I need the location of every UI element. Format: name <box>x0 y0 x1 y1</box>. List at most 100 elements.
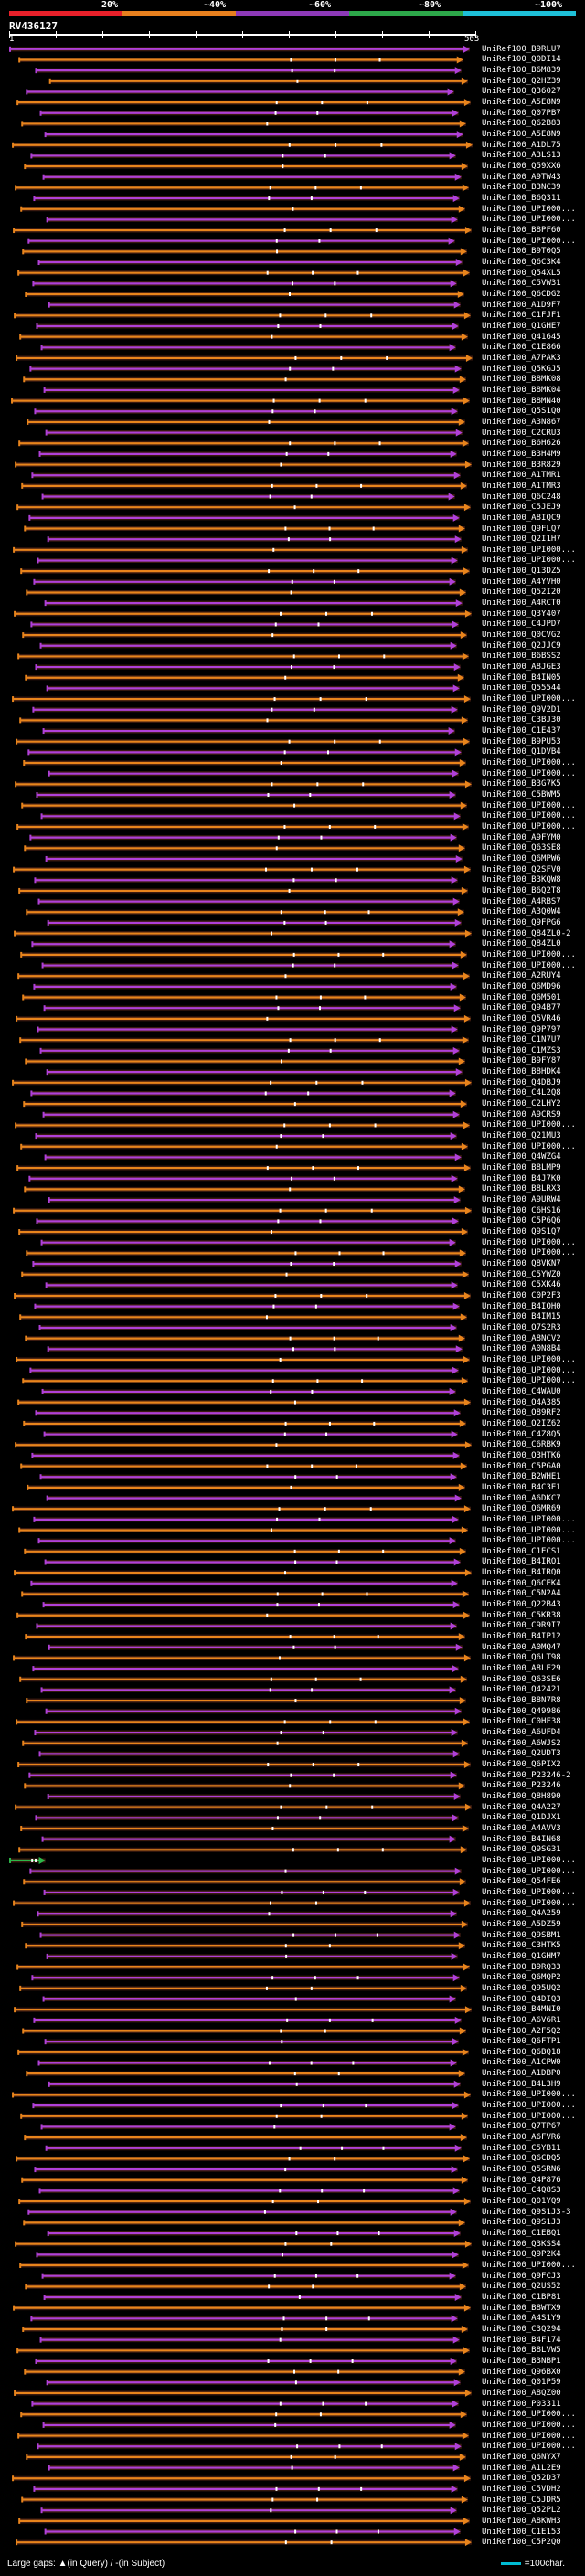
hit-row[interactable] <box>17 652 469 661</box>
hit-row[interactable] <box>42 727 455 736</box>
hit-id-label[interactable]: UniRef100_B6M839 <box>482 66 561 76</box>
hit-id-label[interactable]: UniRef100_C3BJ30 <box>482 716 561 726</box>
hit-id-label[interactable]: UniRef100_C5P6Q6 <box>482 1216 561 1226</box>
hit-row[interactable] <box>23 1878 466 1886</box>
hit-row[interactable] <box>42 1601 460 1609</box>
hit-id-label[interactable]: UniRef100_A7PAK3 <box>482 353 561 363</box>
hit-row[interactable] <box>24 1547 466 1555</box>
hit-row[interactable] <box>44 599 463 608</box>
hit-id-label[interactable]: UniRef100_Q3HTK6 <box>482 1450 561 1460</box>
hit-row[interactable] <box>16 1718 470 1726</box>
hit-row[interactable] <box>33 2016 462 2024</box>
hit-row[interactable] <box>32 705 458 714</box>
hit-row[interactable] <box>48 1196 461 1204</box>
hit-id-label[interactable]: UniRef100_UPI000... <box>482 1898 576 1908</box>
hit-id-label[interactable]: UniRef100_Q62B83 <box>482 119 561 129</box>
hit-row[interactable] <box>14 1292 471 1299</box>
hit-id-label[interactable]: UniRef100_Q54XL5 <box>482 268 561 278</box>
hit-row[interactable] <box>42 173 462 181</box>
hit-id-label[interactable]: UniRef100_C5PGA0 <box>482 1461 561 1471</box>
hit-id-label[interactable]: UniRef100_UPI000... <box>482 1887 576 1897</box>
hit-id-label[interactable]: UniRef100_Q6FTP1 <box>482 2037 561 2047</box>
hit-id-label[interactable]: UniRef100_A6FVR6 <box>482 2133 561 2143</box>
hit-row[interactable] <box>45 1707 462 1715</box>
hit-id-label[interactable]: UniRef100_A6V6R1 <box>482 2015 561 2025</box>
hit-id-label[interactable]: UniRef100_A5DZ59 <box>482 1919 561 1929</box>
hit-id-label[interactable]: UniRef100_Q6PIX2 <box>482 1760 561 1770</box>
hit-row[interactable] <box>26 1697 466 1705</box>
hit-row[interactable] <box>31 1451 460 1459</box>
hit-id-label[interactable]: UniRef100_UPI000... <box>482 811 576 822</box>
hit-id-label[interactable]: UniRef100_A8JGE3 <box>482 663 561 673</box>
hit-row[interactable] <box>14 2006 472 2014</box>
hit-row[interactable] <box>23 1419 466 1427</box>
hit-row[interactable] <box>35 2357 457 2365</box>
hit-id-label[interactable]: UniRef100_C6HS16 <box>482 1205 561 1215</box>
hit-id-label[interactable]: UniRef100_C1N7U7 <box>482 1035 561 1045</box>
hit-row[interactable] <box>45 1281 458 1289</box>
hit-id-label[interactable]: UniRef100_Q84ZL0-2 <box>482 928 571 938</box>
hit-row[interactable] <box>13 546 468 554</box>
hit-id-label[interactable]: UniRef100_P23246-2 <box>482 1770 571 1780</box>
hit-row[interactable] <box>37 2059 457 2067</box>
hit-row[interactable] <box>16 354 473 362</box>
hit-id-label[interactable]: UniRef100_A1TMR1 <box>482 471 561 481</box>
hit-id-label[interactable]: UniRef100_B9RQ33 <box>482 1962 561 1972</box>
hit-id-label[interactable]: UniRef100_C5BWM5 <box>482 790 561 800</box>
hit-id-label[interactable]: UniRef100_Q36027 <box>482 87 561 97</box>
hit-row[interactable] <box>9 45 470 53</box>
hit-row[interactable] <box>13 1899 471 1907</box>
hit-row[interactable] <box>11 397 470 405</box>
hit-row[interactable] <box>48 769 459 778</box>
hit-row[interactable] <box>30 2315 458 2323</box>
hit-row[interactable] <box>12 2091 471 2099</box>
hit-id-label[interactable]: UniRef100_B4J7K0 <box>482 1173 561 1183</box>
hit-id-label[interactable]: UniRef100_C5N2A4 <box>482 1589 561 1599</box>
hit-id-label[interactable]: UniRef100_Q89RF2 <box>482 1408 561 1418</box>
hit-id-label[interactable]: UniRef100_A5E8N9 <box>482 98 561 108</box>
hit-id-label[interactable]: UniRef100_C5VW31 <box>482 279 561 289</box>
hit-id-label[interactable]: UniRef100_B3KQW8 <box>482 875 561 885</box>
hit-id-label[interactable]: UniRef100_Q0DI14 <box>482 55 561 65</box>
hit-row[interactable] <box>43 1004 461 1012</box>
hit-id-label[interactable]: UniRef100_UPI000... <box>482 1237 576 1247</box>
hit-id-label[interactable]: UniRef100_B8LVW5 <box>482 2346 561 2356</box>
hit-row[interactable] <box>42 2421 456 2429</box>
hit-id-label[interactable]: UniRef100_B4IRQ0 <box>482 1568 561 1578</box>
hit-row[interactable] <box>31 2400 459 2408</box>
hit-row[interactable] <box>21 801 467 810</box>
hit-row[interactable] <box>46 1068 463 1076</box>
hit-row[interactable] <box>33 578 456 586</box>
hit-row[interactable] <box>17 1761 471 1769</box>
hit-row[interactable] <box>27 237 455 245</box>
hit-id-label[interactable]: UniRef100_A6DKC7 <box>482 1493 561 1503</box>
hit-row[interactable] <box>30 152 456 160</box>
hit-row[interactable] <box>22 248 467 256</box>
hit-id-label[interactable]: UniRef100_B8MK08 <box>482 375 561 385</box>
hit-id-label[interactable]: UniRef100_Q84ZL0 <box>482 939 561 949</box>
hit-row[interactable] <box>12 2475 471 2483</box>
hit-row[interactable] <box>20 2112 468 2120</box>
hit-row[interactable] <box>34 1729 458 1737</box>
hit-row[interactable] <box>35 1132 457 1140</box>
hit-id-label[interactable]: UniRef100_B3G7K5 <box>482 779 561 790</box>
hit-id-label[interactable]: UniRef100_Q2SFV0 <box>482 864 561 875</box>
hit-id-label[interactable]: UniRef100_B6H626 <box>482 439 561 449</box>
hit-row[interactable] <box>37 2443 462 2451</box>
hit-row[interactable] <box>35 1409 461 1417</box>
hit-row[interactable] <box>18 440 469 448</box>
hit-id-label[interactable]: UniRef100_B8MK04 <box>482 385 561 395</box>
hit-row[interactable] <box>32 2102 459 2110</box>
hit-id-label[interactable]: UniRef100_C1E437 <box>482 726 561 737</box>
hit-id-label[interactable]: UniRef100_C1FJF1 <box>482 311 561 321</box>
hit-id-label[interactable]: UniRef100_Q6C248 <box>482 492 561 502</box>
hit-id-label[interactable]: UniRef100_B2WHE1 <box>482 1472 561 1482</box>
hit-row[interactable] <box>20 1462 467 1470</box>
hit-row[interactable] <box>46 1952 458 1960</box>
hit-id-label[interactable]: UniRef100_Q55544 <box>482 684 561 694</box>
hit-row[interactable] <box>12 695 471 704</box>
hit-row[interactable] <box>22 1377 468 1385</box>
hit-id-label[interactable]: UniRef100_Q6CDQ5 <box>482 2154 561 2164</box>
hit-row[interactable] <box>48 2464 460 2472</box>
hit-id-label[interactable]: UniRef100_UPI000... <box>482 215 576 225</box>
